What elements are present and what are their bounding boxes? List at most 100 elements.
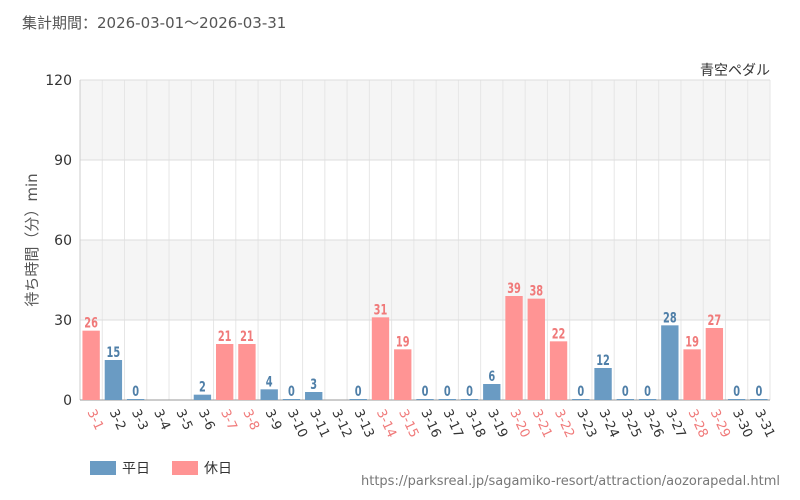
y-tick-label: 90 — [54, 153, 72, 169]
y-tick-label: 0 — [63, 393, 72, 409]
plot-band — [80, 160, 770, 240]
y-tick-label: 120 — [45, 73, 72, 89]
y-tick-label: 60 — [54, 233, 72, 249]
x-tick-label: 3-18 — [462, 407, 488, 440]
x-tick-label: 3-21 — [529, 407, 555, 440]
x-tick-label: 3-17 — [440, 407, 466, 440]
plot-band — [80, 320, 770, 400]
legend-label-holiday: 休日 — [204, 461, 232, 477]
bar-value-label: 0 — [444, 383, 451, 400]
bar-value-label: 19 — [685, 333, 699, 350]
legend-swatch-holiday — [172, 461, 198, 475]
bar-value-label: 0 — [355, 383, 362, 400]
bar-value-label: 2 — [199, 378, 206, 395]
bar-value-label: 0 — [132, 383, 139, 400]
bar — [705, 328, 724, 400]
bar — [238, 344, 256, 400]
bar — [371, 317, 390, 400]
x-tick-label: 3-31 — [751, 407, 777, 440]
x-tick-label: 3-2 — [106, 407, 129, 433]
bar — [126, 399, 145, 400]
bar-value-label: 0 — [622, 383, 629, 400]
bar-value-label: 27 — [708, 312, 722, 329]
bar-value-label: 26 — [84, 314, 98, 331]
x-tick-label: 3-9 — [262, 407, 285, 433]
x-tick-label: 3-22 — [551, 407, 577, 440]
bar — [394, 349, 412, 400]
bar — [727, 399, 746, 400]
bars — [82, 296, 768, 400]
x-tick-label: 3-11 — [306, 407, 332, 440]
source-url: https://parksreal.jp/sagamiko-resort/att… — [361, 474, 780, 489]
bar — [215, 344, 234, 400]
x-tick-label: 3-6 — [195, 407, 218, 433]
bar — [661, 325, 679, 400]
legend-item-holiday: 休日 — [172, 458, 232, 478]
bar-value-label: 15 — [107, 344, 121, 361]
bar-value-label: 28 — [663, 309, 677, 326]
x-tick-label: 3-3 — [128, 407, 151, 433]
chart-title: 青空ペダル — [700, 63, 770, 79]
bar — [305, 392, 323, 400]
bar — [594, 368, 612, 400]
legend-label-weekday: 平日 — [122, 461, 150, 477]
y-axis-label: 待ち時間（分）min — [23, 173, 41, 306]
bar — [416, 399, 434, 400]
bar — [683, 349, 701, 400]
bar — [460, 399, 479, 400]
bar — [750, 399, 768, 400]
x-tick-label: 3-26 — [640, 407, 666, 440]
x-tick-label: 3-14 — [373, 407, 399, 440]
bar-value-label: 38 — [529, 282, 543, 299]
x-tick-labels: 3-1 3-2 3-3 3-4 3-5 3-6 3-7 3-8 3-9 3-103-113-123… — [84, 407, 778, 440]
bar — [82, 330, 100, 400]
x-tick-label: 3-30 — [729, 407, 755, 440]
bar-value-label: 3 — [310, 376, 317, 393]
plot-band — [80, 240, 770, 320]
x-tick-label: 3-1 — [84, 407, 107, 433]
bar — [616, 399, 635, 400]
x-tick-label: 3-19 — [484, 407, 510, 440]
bar — [438, 399, 456, 400]
x-tick-label: 3-8 — [239, 407, 262, 433]
bar — [193, 394, 212, 400]
bar-value-label: 12 — [596, 352, 610, 369]
bar — [505, 296, 523, 400]
bar-value-label: 39 — [507, 280, 521, 297]
legend-swatch-weekday — [90, 461, 116, 475]
x-tick-label: 3-10 — [284, 407, 310, 440]
legend-item-weekday: 平日 — [90, 458, 150, 478]
bar — [572, 399, 590, 400]
period-label: 集計期間：2026-03-01〜2026-03-31 — [22, 14, 287, 32]
bar-value-label: 6 — [488, 368, 495, 385]
x-tick-label: 3-29 — [707, 407, 733, 440]
bar — [104, 360, 123, 400]
legend: 平日 休日 — [90, 458, 254, 478]
bar-value-label: 0 — [422, 383, 429, 400]
bar-value-label: 21 — [240, 328, 254, 345]
bar — [483, 384, 501, 400]
x-tick-label: 3-28 — [684, 407, 710, 440]
bar-value-label: 0 — [577, 383, 584, 400]
x-tick-label: 3-23 — [573, 407, 599, 440]
bar — [260, 389, 278, 400]
x-tick-label: 3-24 — [595, 407, 621, 440]
bar-value-label: 4 — [266, 373, 273, 390]
bar — [638, 399, 657, 400]
x-tick-label: 3-12 — [328, 407, 354, 440]
bar-value-label: 21 — [218, 328, 232, 345]
y-tick-label: 30 — [54, 313, 72, 329]
bar-value-label: 0 — [644, 383, 651, 400]
bar-value-label: 22 — [552, 325, 566, 342]
bar — [527, 298, 545, 400]
bar-value-label: 31 — [374, 301, 388, 318]
x-tick-label: 3-16 — [417, 407, 443, 440]
plot-band — [80, 80, 770, 160]
x-tick-label: 3-15 — [395, 407, 421, 440]
bar — [349, 399, 367, 400]
bar-value-label: 0 — [755, 383, 762, 400]
grid-lines — [79, 79, 771, 401]
x-tick-label: 3-5 — [173, 407, 196, 433]
